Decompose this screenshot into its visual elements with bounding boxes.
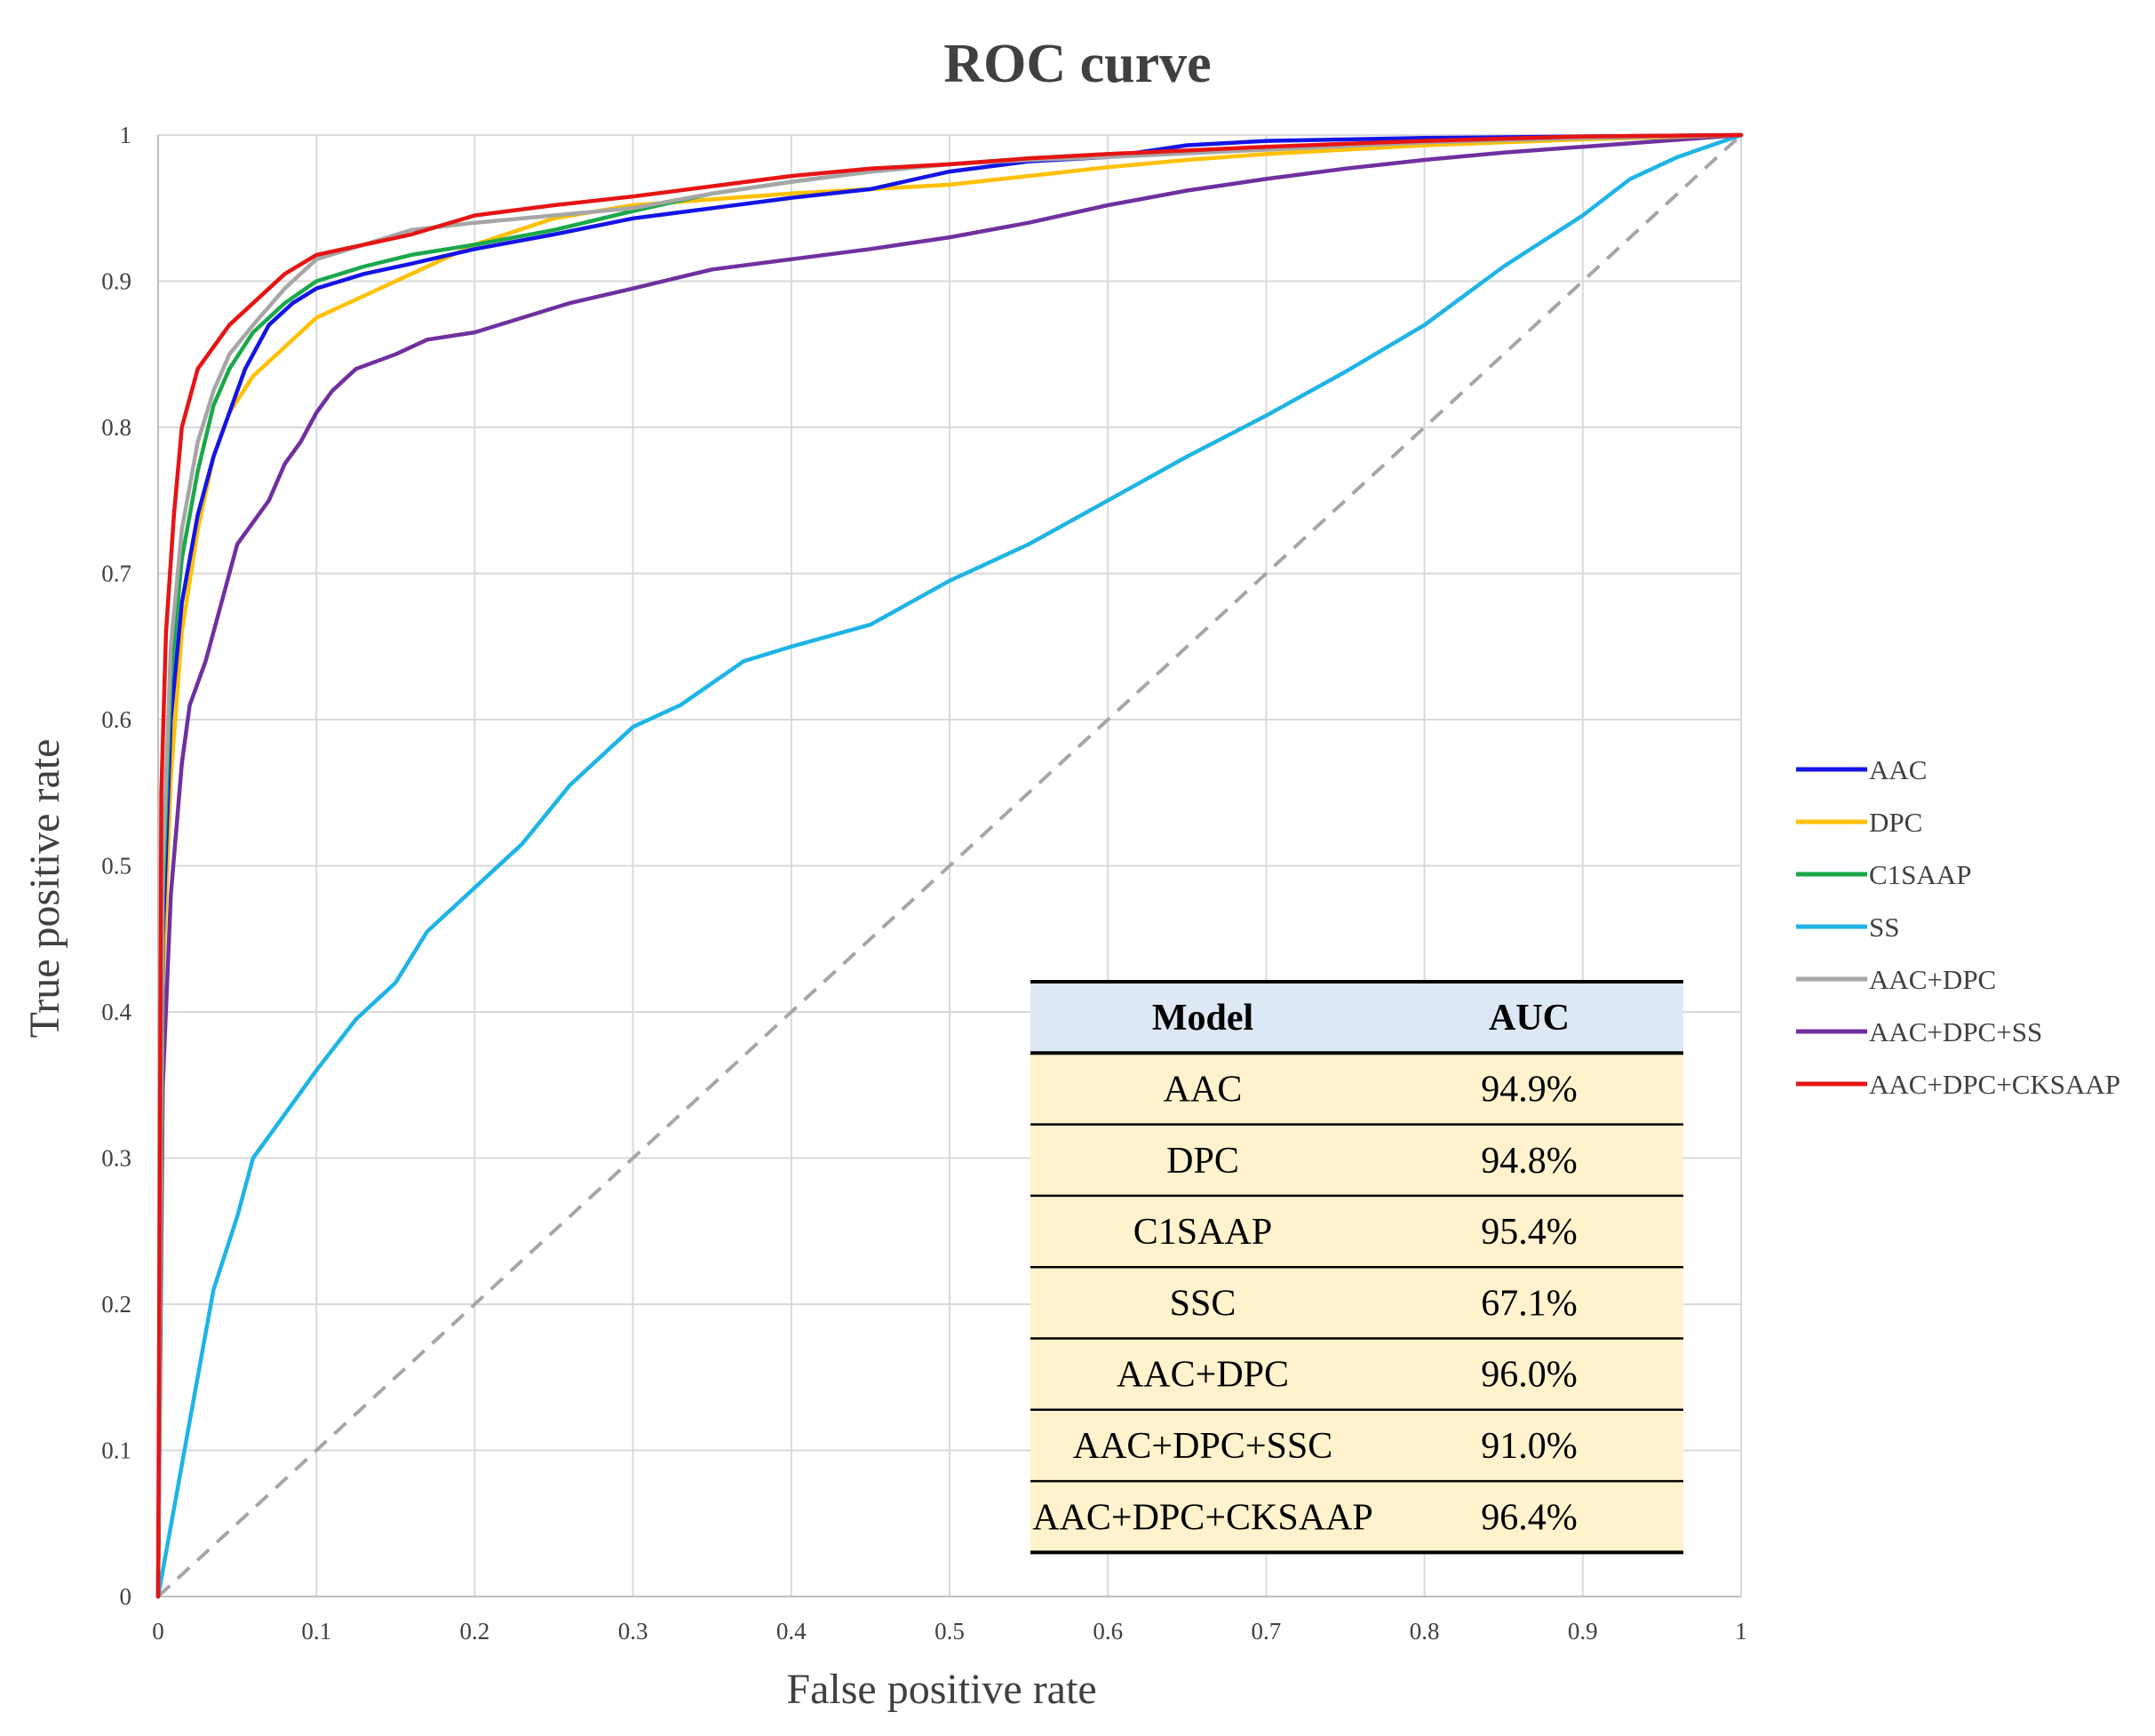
table-cell: AAC: [1164, 1069, 1243, 1110]
y-tick-label: 0.4: [101, 999, 131, 1025]
y-tick-label: 0.3: [101, 1145, 131, 1172]
series-line-aac-dpc-cksaap: [155, 132, 1744, 1599]
auc-table: Model AUC AAC 94.9% DPC 94.8% C1SAAP 95.4% SSC 67…: [1030, 980, 1683, 1555]
chart-title: ROC curve: [943, 34, 1211, 94]
table-cell: 95.4%: [1481, 1212, 1578, 1253]
table-cell: SSC: [1170, 1283, 1237, 1324]
table-cell: 96.4%: [1481, 1497, 1578, 1538]
table-cell: 96.0%: [1481, 1355, 1578, 1396]
table-cell: AAC+DPC: [1117, 1355, 1289, 1396]
y-axis-title: True positive rate: [21, 739, 68, 1039]
series-line-aac-dpc: [155, 132, 1744, 1599]
table-cell: 94.9%: [1481, 1069, 1578, 1110]
legend: AAC DPC C1SAAP SS AAC+DPC AAC+DPC+SS AAC+DPC+C…: [1796, 754, 2120, 1100]
y-tick-label: 1: [120, 122, 132, 148]
x-tick-label: 0.1: [301, 1618, 331, 1644]
x-tick-label: 0.8: [1410, 1618, 1440, 1644]
legend-label: SS: [1869, 912, 1899, 943]
x-tick-label: 0.7: [1252, 1618, 1282, 1644]
x-tick-label: 0.3: [618, 1618, 648, 1644]
table-cell: AAC+DPC+SSC: [1073, 1426, 1332, 1467]
y-tick-label: 0.2: [101, 1291, 131, 1318]
legend-label: AAC+DPC+SS: [1869, 1016, 2042, 1047]
table-cell: 67.1%: [1481, 1283, 1578, 1324]
x-tick-label: 1: [1735, 1618, 1747, 1644]
table-header-cell: AUC: [1489, 998, 1570, 1039]
x-tick-label: 0.5: [934, 1618, 965, 1644]
series-line-ss: [155, 132, 1744, 1599]
y-tick-label: 0.6: [101, 706, 131, 733]
legend-label: AAC: [1869, 754, 1927, 785]
y-tick-label: 0.5: [101, 853, 131, 880]
x-tick-label: 0.6: [1093, 1618, 1123, 1644]
table-cell: 91.0%: [1481, 1426, 1578, 1467]
series-line-aac-dpc-ss: [155, 132, 1744, 1599]
tick-labels: 0 0.1 0.2 0.3 0.4 0.5 0.6 0.7 0.8 0.9 1 0 0.1 0.2 0.3 0…: [101, 122, 1747, 1644]
table-body-bg: [1030, 1053, 1683, 1553]
x-tick-label: 0.2: [460, 1618, 490, 1644]
series-line-aac: [155, 132, 1744, 1599]
x-axis-title: False positive rate: [786, 1666, 1096, 1713]
table-cell: 94.8%: [1481, 1141, 1578, 1182]
legend-label: AAC+DPC: [1869, 964, 1996, 995]
y-tick-label: 0.9: [101, 268, 131, 295]
x-tick-label: 0: [152, 1618, 164, 1644]
x-tick-label: 0.4: [776, 1618, 807, 1644]
x-tick-label: 0.9: [1568, 1618, 1598, 1644]
series-line-dpc: [155, 132, 1744, 1599]
y-tick-label: 0: [120, 1583, 132, 1610]
y-tick-label: 0.1: [101, 1437, 131, 1464]
table-cell: DPC: [1166, 1141, 1239, 1182]
legend-label: C1SAAP: [1869, 859, 1971, 890]
diagonal-reference-line: [156, 133, 1743, 1598]
table-header-cell: Model: [1152, 998, 1253, 1039]
series-lines: [155, 132, 1744, 1599]
legend-label: AAC+DPC+CKSAAP: [1869, 1069, 2120, 1100]
table-header-bg: [1030, 982, 1683, 1054]
table-cell: AAC+DPC+CKSAAP: [1032, 1497, 1372, 1538]
legend-label: DPC: [1869, 807, 1922, 838]
y-tick-label: 0.7: [101, 561, 131, 587]
y-tick-label: 0.8: [101, 414, 131, 441]
table-cell: C1SAAP: [1133, 1212, 1272, 1253]
